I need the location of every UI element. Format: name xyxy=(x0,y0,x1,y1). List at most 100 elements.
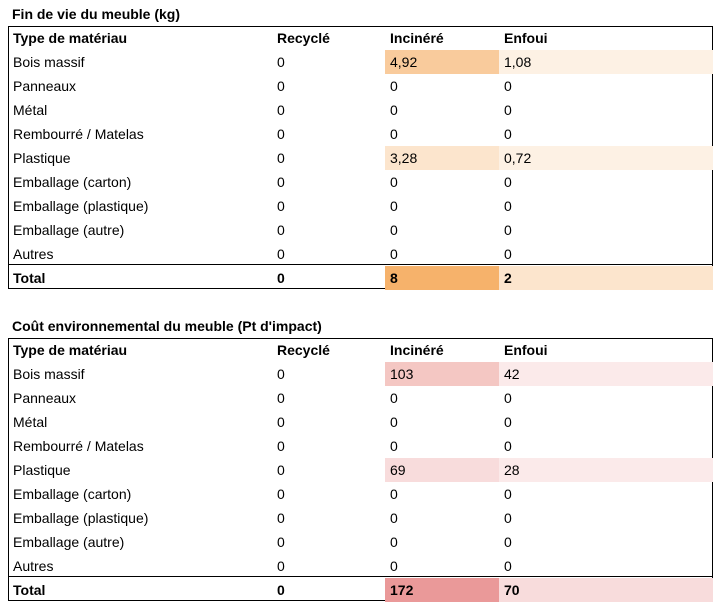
table-row: Emballage (carton) 0 0 0 xyxy=(8,170,713,194)
landfilled-value: 0 xyxy=(504,174,512,190)
total-incinerated: 8 xyxy=(385,266,499,290)
recycled-value: 0 xyxy=(277,198,285,214)
landfilled-value: 0 xyxy=(504,78,512,94)
total-recycled: 0 xyxy=(277,582,285,598)
incinerated-value: 0 xyxy=(390,246,398,262)
recycled-value: 0 xyxy=(277,222,285,238)
table-title-end-of-life: Fin de vie du meuble (kg) xyxy=(12,6,181,22)
landfilled-value: 0 xyxy=(504,390,512,406)
total-row: Total 0 8 2 xyxy=(8,266,713,290)
landfilled-value: 0 xyxy=(504,198,512,214)
recycled-value: 0 xyxy=(277,462,285,478)
table-row: Panneaux 0 0 0 xyxy=(8,386,713,410)
total-row: Total 0 172 70 xyxy=(8,578,713,602)
incinerated-value: 4,92 xyxy=(385,50,499,74)
material-label: Autres xyxy=(13,246,54,262)
table-row: Emballage (autre) 0 0 0 xyxy=(8,530,713,554)
table-row: Emballage (autre) 0 0 0 xyxy=(8,218,713,242)
recycled-value: 0 xyxy=(277,54,285,70)
material-label: Panneaux xyxy=(13,78,77,94)
material-label: Métal xyxy=(13,102,48,118)
total-recycled: 0 xyxy=(277,270,285,286)
recycled-value: 0 xyxy=(277,174,285,190)
incinerated-value: 0 xyxy=(390,486,398,502)
material-label: Emballage (autre) xyxy=(13,222,125,238)
landfilled-value: 1,08 xyxy=(499,50,713,74)
header-row: Type de matériau Recyclé Incinéré Enfoui xyxy=(8,26,713,50)
landfilled-value: 0 xyxy=(504,102,512,118)
incinerated-value: 0 xyxy=(390,558,398,574)
material-label: Panneaux xyxy=(13,390,77,406)
incinerated-value: 0 xyxy=(390,510,398,526)
landfilled-value: 0 xyxy=(504,222,512,238)
material-label: Bois massif xyxy=(13,54,85,70)
table-row: Métal 0 0 0 xyxy=(8,98,713,122)
total-label: Total xyxy=(13,582,46,598)
landfilled-value: 0 xyxy=(504,126,512,142)
table-row: Rembourré / Matelas 0 0 0 xyxy=(8,434,713,458)
table-row: Plastique 0 69 28 xyxy=(8,458,713,482)
recycled-value: 0 xyxy=(277,126,285,142)
header-row: Type de matériau Recyclé Incinéré Enfoui xyxy=(8,338,713,362)
header-material-type: Type de matériau xyxy=(13,342,128,358)
table-row: Bois massif 0 4,92 1,08 xyxy=(8,50,713,74)
landfilled-value: 0 xyxy=(504,246,512,262)
landfilled-value: 0 xyxy=(504,486,512,502)
material-label: Emballage (plastique) xyxy=(13,510,149,526)
material-label: Rembourré / Matelas xyxy=(13,438,144,454)
landfilled-value: 0 xyxy=(504,414,512,430)
incinerated-value: 103 xyxy=(385,362,499,386)
recycled-value: 0 xyxy=(277,438,285,454)
table-row: Bois massif 0 103 42 xyxy=(8,362,713,386)
material-label: Autres xyxy=(13,558,54,574)
material-label: Emballage (autre) xyxy=(13,534,125,550)
landfilled-value: 28 xyxy=(499,458,713,482)
material-label: Bois massif xyxy=(13,366,85,382)
total-landfilled: 70 xyxy=(499,578,713,602)
end-of-life-table: Type de matériau Recyclé Incinéré Enfoui… xyxy=(8,26,713,290)
landfilled-value: 0 xyxy=(504,534,512,550)
header-recycled: Recyclé xyxy=(277,342,330,358)
landfilled-value: 42 xyxy=(499,362,713,386)
header-recycled: Recyclé xyxy=(277,30,330,46)
recycled-value: 0 xyxy=(277,102,285,118)
recycled-value: 0 xyxy=(277,390,285,406)
incinerated-value: 3,28 xyxy=(385,146,499,170)
table-row: Autres 0 0 0 xyxy=(8,554,713,578)
incinerated-value: 0 xyxy=(390,102,398,118)
header-landfilled: Enfoui xyxy=(504,30,548,46)
header-incinerated: Incinéré xyxy=(390,30,444,46)
incinerated-value: 0 xyxy=(390,390,398,406)
material-label: Plastique xyxy=(13,462,71,478)
total-separator xyxy=(8,264,713,265)
material-label: Métal xyxy=(13,414,48,430)
incinerated-value: 69 xyxy=(385,458,499,482)
material-label: Emballage (carton) xyxy=(13,174,132,190)
recycled-value: 0 xyxy=(277,150,285,166)
table-row: Rembourré / Matelas 0 0 0 xyxy=(8,122,713,146)
environmental-cost-table: Type de matériau Recyclé Incinéré Enfoui… xyxy=(8,338,713,602)
table-row: Autres 0 0 0 xyxy=(8,242,713,266)
recycled-value: 0 xyxy=(277,558,285,574)
recycled-value: 0 xyxy=(277,78,285,94)
header-landfilled: Enfoui xyxy=(504,342,548,358)
incinerated-value: 0 xyxy=(390,414,398,430)
landfilled-value: 0 xyxy=(504,438,512,454)
table-title-environmental-cost: Coût environnemental du meuble (Pt d'imp… xyxy=(12,318,322,334)
material-label: Rembourré / Matelas xyxy=(13,126,144,142)
incinerated-value: 0 xyxy=(390,174,398,190)
total-incinerated: 172 xyxy=(385,578,499,602)
recycled-value: 0 xyxy=(277,486,285,502)
incinerated-value: 0 xyxy=(390,198,398,214)
material-label: Emballage (plastique) xyxy=(13,198,149,214)
table-row: Emballage (carton) 0 0 0 xyxy=(8,482,713,506)
landfilled-value: 0 xyxy=(504,510,512,526)
table-row: Métal 0 0 0 xyxy=(8,410,713,434)
incinerated-value: 0 xyxy=(390,438,398,454)
incinerated-value: 0 xyxy=(390,126,398,142)
total-landfilled: 2 xyxy=(499,266,713,290)
header-incinerated: Incinéré xyxy=(390,342,444,358)
incinerated-value: 0 xyxy=(390,534,398,550)
recycled-value: 0 xyxy=(277,246,285,262)
recycled-value: 0 xyxy=(277,534,285,550)
